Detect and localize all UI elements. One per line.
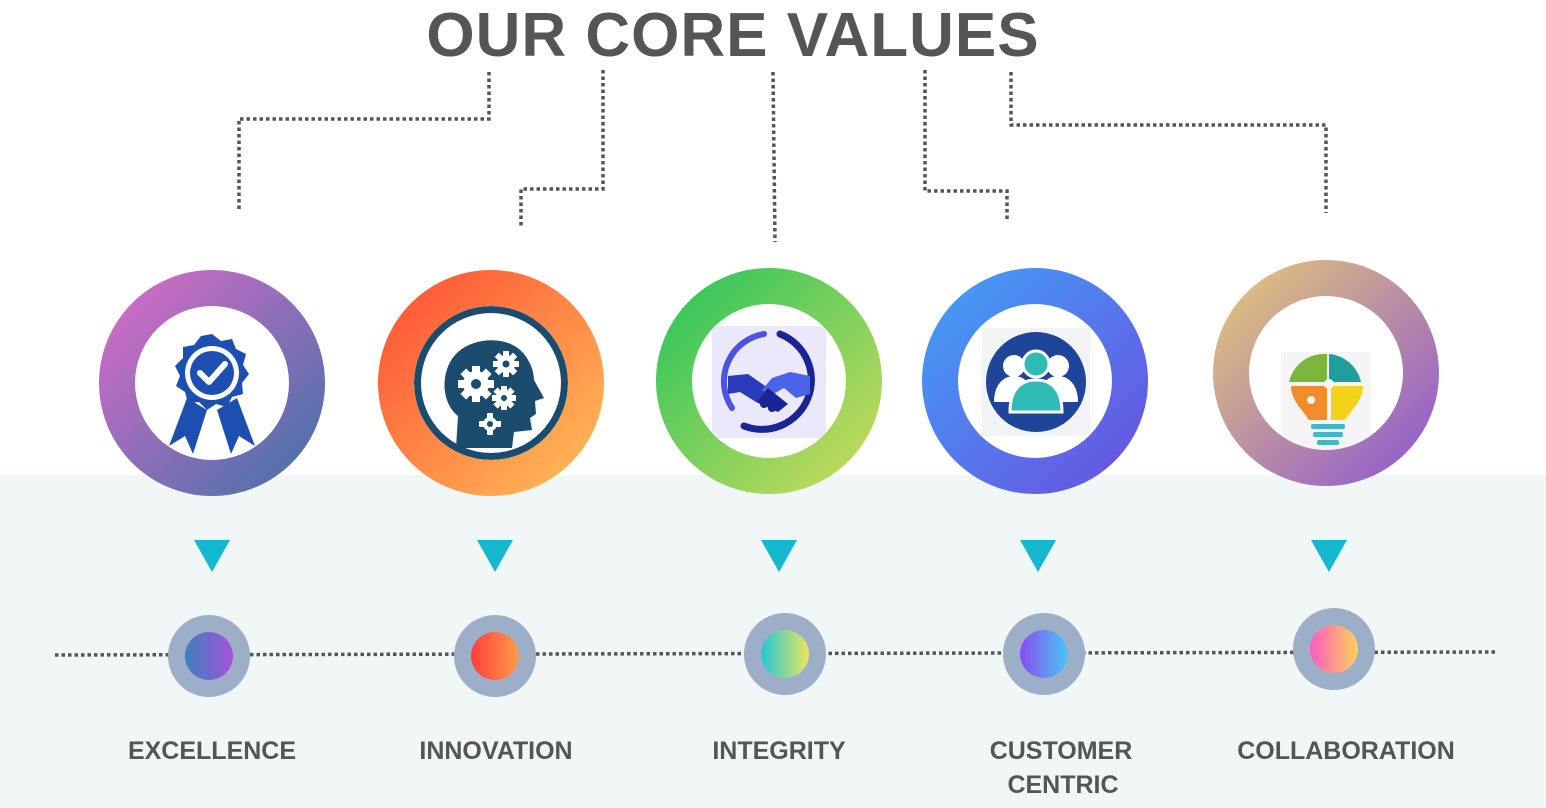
integrity-icon-holder <box>692 304 846 458</box>
label-customer-centric-line-2: CENTRIC <box>1007 771 1119 799</box>
brain-gears-icon <box>414 306 568 460</box>
integrity-ring <box>656 268 882 494</box>
connector-excellence <box>237 72 491 210</box>
excellence-icon-holder <box>135 306 289 460</box>
label-customer-centric-line-1: CUSTOMER <box>989 737 1133 765</box>
collaboration-ring <box>1213 260 1439 486</box>
connector-customer-centric <box>923 70 1009 220</box>
down-triangle-icon <box>477 540 513 572</box>
connector-innovation <box>519 70 605 228</box>
award-badge-icon <box>169 334 255 454</box>
label-excellence: EXCELLENCE <box>127 737 297 765</box>
innovation-ring <box>378 270 604 496</box>
puzzle-lightbulb-icon <box>1281 352 1371 450</box>
timeline-dot-excellence <box>168 615 250 697</box>
down-triangle-icon <box>1020 540 1056 572</box>
label-integrity: INTEGRITY <box>712 737 846 765</box>
label-innovation: INNOVATION <box>419 737 573 765</box>
timeline-dot-integrity <box>744 613 826 695</box>
timeline-dot-collaboration <box>1293 608 1375 690</box>
down-triangle-icon <box>761 540 797 572</box>
customer-centric-icon-holder <box>958 304 1112 458</box>
label-customer-centric: CUSTOMER CENTRIC <box>941 734 1181 802</box>
page-title: OUR CORE VALUES <box>426 1 1040 70</box>
connector-integrity <box>771 71 777 243</box>
innovation-icon-holder <box>414 306 568 460</box>
connector-collaboration <box>1009 72 1328 213</box>
customer-centric-ring <box>922 268 1148 494</box>
handshake-icon <box>712 326 826 438</box>
excellence-ring <box>99 270 325 496</box>
collaboration-icon-holder <box>1249 296 1403 450</box>
down-triangle-icon <box>194 540 230 572</box>
label-collaboration: COLLABORATION <box>1237 737 1455 765</box>
timeline-dot-customer-centric <box>1003 613 1085 695</box>
timeline-dot-innovation <box>454 615 536 697</box>
down-triangle-icon <box>1311 540 1347 572</box>
customer-group-icon <box>982 328 1090 436</box>
